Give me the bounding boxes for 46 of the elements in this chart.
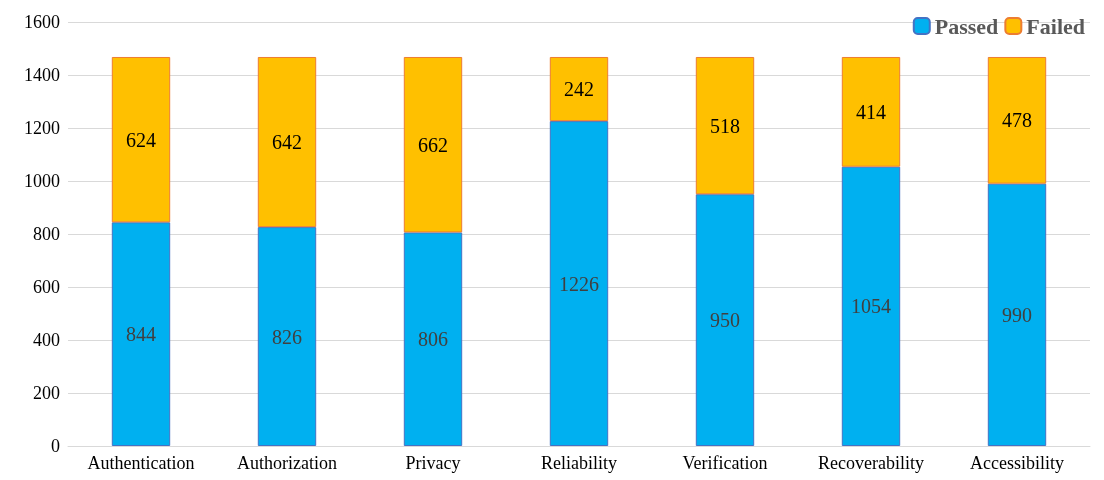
- bar: [549, 56, 609, 122]
- data-label: 826: [272, 325, 302, 348]
- x-tick-label: Accessibility: [970, 453, 1064, 473]
- data-label: 642: [272, 131, 302, 154]
- bar: [403, 232, 463, 446]
- bar: [987, 56, 1047, 184]
- bar: [549, 121, 609, 446]
- data-label: 518: [710, 114, 740, 137]
- bar: [695, 56, 755, 195]
- data-label: 990: [1002, 303, 1032, 326]
- data-label: 414: [856, 100, 886, 123]
- x-tick-label: Verification: [682, 453, 768, 473]
- bar: [257, 56, 317, 228]
- legend-label: Failed: [1026, 13, 1086, 39]
- x-tick-label: Authorization: [237, 453, 337, 473]
- x-tick-label: Recoverability: [818, 453, 924, 473]
- y-tick-label: 1200: [24, 118, 60, 138]
- x-tick-label: Reliability: [541, 453, 617, 473]
- bar: [987, 183, 1047, 446]
- y-tick-label: 800: [33, 224, 60, 244]
- x-tick-label: Authentication: [87, 453, 195, 473]
- bar: [111, 56, 171, 223]
- data-label: 662: [418, 133, 448, 156]
- data-label: 950: [710, 309, 740, 332]
- data-label: 1226: [559, 272, 599, 295]
- y-tick-label: 1000: [24, 171, 60, 191]
- data-label: 1054: [851, 295, 891, 318]
- bar: [841, 166, 901, 446]
- data-label: 624: [126, 128, 156, 151]
- bar: [841, 56, 901, 167]
- y-tick-label: 600: [33, 277, 60, 297]
- bar: [403, 56, 463, 233]
- data-label: 806: [418, 328, 448, 351]
- data-label: 478: [1002, 109, 1032, 132]
- y-tick-label: 400: [33, 330, 60, 350]
- data-label: 844: [126, 323, 156, 346]
- data-label: 242: [564, 78, 594, 101]
- x-tick-label: Privacy: [405, 453, 461, 473]
- bar: [111, 222, 171, 446]
- y-tick-label: 1400: [24, 65, 60, 85]
- y-tick-label: 1600: [24, 12, 60, 32]
- bar: [257, 227, 317, 446]
- legend-label: Passed: [934, 13, 999, 39]
- y-tick-label: 200: [33, 383, 60, 403]
- bar: [695, 194, 755, 446]
- y-tick-label: 0: [51, 436, 60, 456]
